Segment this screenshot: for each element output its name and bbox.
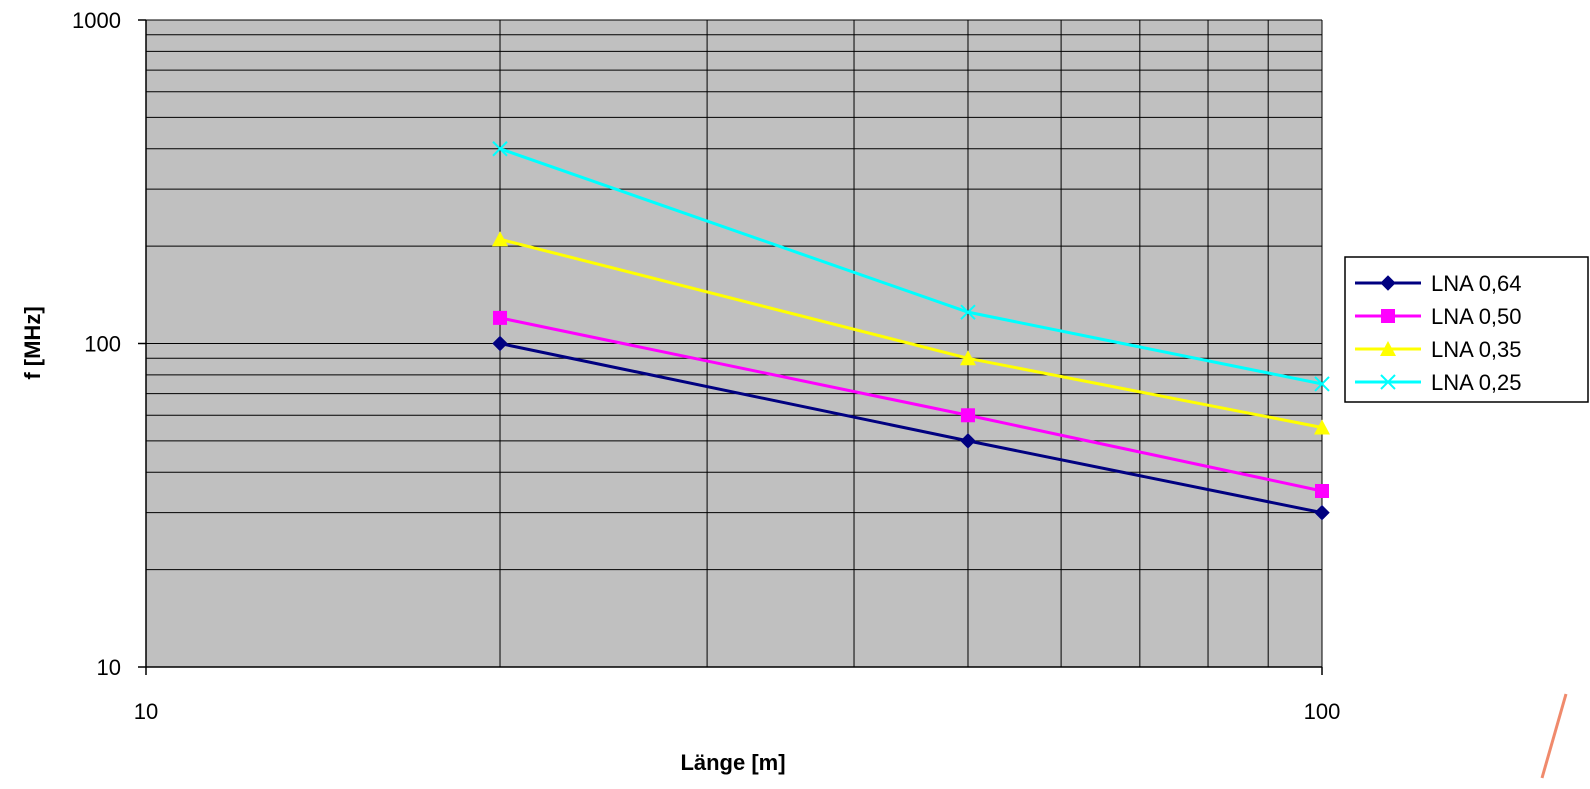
x-tick-label: 10 bbox=[134, 699, 158, 724]
y-axis-title: f [MHz] bbox=[20, 306, 45, 379]
legend-marker bbox=[1380, 341, 1396, 356]
series-layer bbox=[492, 141, 1330, 521]
data-point bbox=[1314, 419, 1330, 435]
data-point bbox=[493, 310, 508, 325]
data-point bbox=[960, 408, 975, 423]
axes: 10 100 1000 10 100 bbox=[72, 8, 1340, 724]
legend-label: LNA 0,64 bbox=[1431, 271, 1522, 296]
legend-label: LNA 0,50 bbox=[1431, 304, 1522, 329]
legend-marker bbox=[1380, 275, 1396, 291]
data-point bbox=[492, 335, 508, 352]
data-point bbox=[492, 141, 508, 157]
legend-label: LNA 0,25 bbox=[1431, 370, 1522, 395]
pen-stroke-decoration bbox=[1540, 693, 1568, 779]
legend: LNA 0,64 LNA 0,50 LNA 0,35 LNA 0,25 bbox=[1344, 256, 1589, 403]
legend-marker bbox=[1380, 374, 1396, 390]
data-point bbox=[1314, 504, 1330, 521]
data-point bbox=[960, 304, 976, 320]
data-point bbox=[492, 231, 509, 247]
legend-marker bbox=[1381, 309, 1395, 323]
data-point bbox=[1315, 483, 1329, 498]
y-tick-label: 1000 bbox=[72, 8, 121, 33]
y-tick-label: 100 bbox=[84, 332, 121, 357]
data-point bbox=[1314, 376, 1330, 392]
x-tick-label: 100 bbox=[1304, 699, 1341, 724]
data-point bbox=[959, 350, 976, 366]
gridlines bbox=[145, 19, 1323, 668]
data-point bbox=[960, 433, 976, 449]
legend-label: LNA 0,35 bbox=[1431, 337, 1522, 362]
x-axis-title: Länge [m] bbox=[680, 750, 785, 775]
y-tick-label: 10 bbox=[97, 655, 121, 680]
